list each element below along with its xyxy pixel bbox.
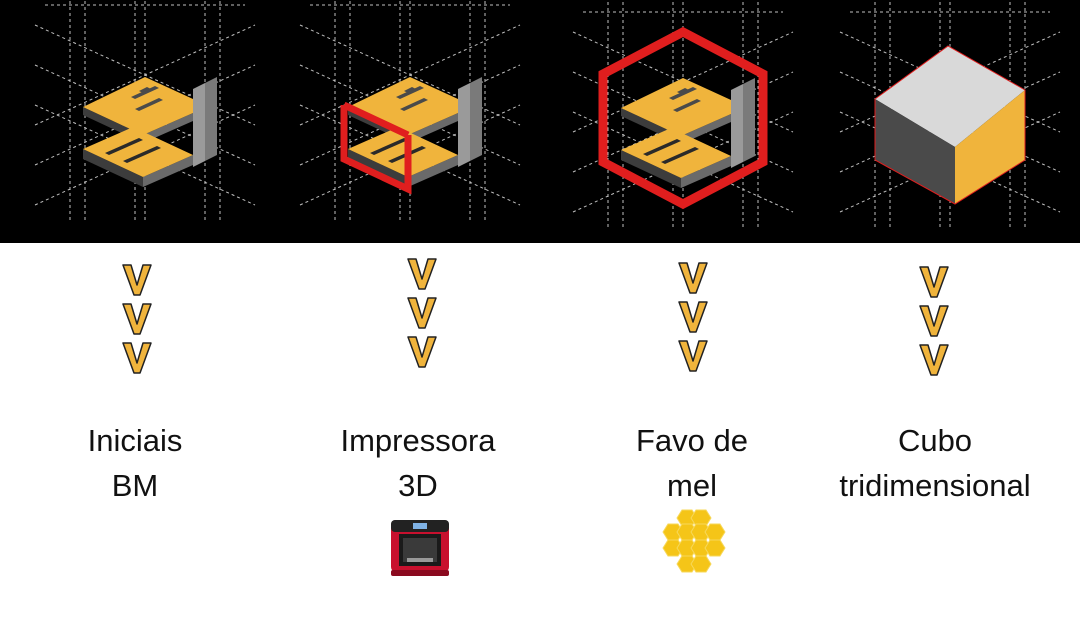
label-impressora-3d: Impressora 3D bbox=[288, 418, 548, 508]
illustration-band bbox=[0, 0, 1080, 243]
chevron-down-icon bbox=[122, 264, 152, 374]
label-line-1: Cubo bbox=[897, 423, 973, 458]
label-line-2: tridimensional bbox=[839, 468, 1031, 503]
honeycomb-icon bbox=[662, 509, 726, 573]
cubo-mark bbox=[839, 1, 1061, 228]
chevron-down-icon bbox=[678, 262, 708, 372]
label-cubo: Cubo tridimensional bbox=[805, 418, 1065, 508]
label-line-1: Impressora bbox=[340, 423, 496, 458]
label-line-2: 3D bbox=[398, 468, 438, 503]
chevron-down-icon bbox=[919, 266, 949, 376]
chevron-down-icon bbox=[407, 258, 437, 368]
favo-de-mel-mark bbox=[572, 1, 794, 228]
label-line-1: Iniciais bbox=[87, 423, 183, 458]
logo-evolution-illustrations bbox=[34, 0, 1061, 228]
impressora-3d-mark bbox=[299, 0, 521, 221]
label-line-1: Favo de bbox=[635, 423, 748, 458]
label-line-2: BM bbox=[111, 468, 159, 503]
label-iniciais-bm: Iniciais BM bbox=[5, 418, 265, 508]
label-favo-de-mel: Favo de mel bbox=[562, 418, 822, 508]
iniciais-bm-mark bbox=[34, 0, 256, 221]
label-line-2: mel bbox=[667, 468, 717, 503]
3d-printer-icon bbox=[391, 520, 449, 576]
